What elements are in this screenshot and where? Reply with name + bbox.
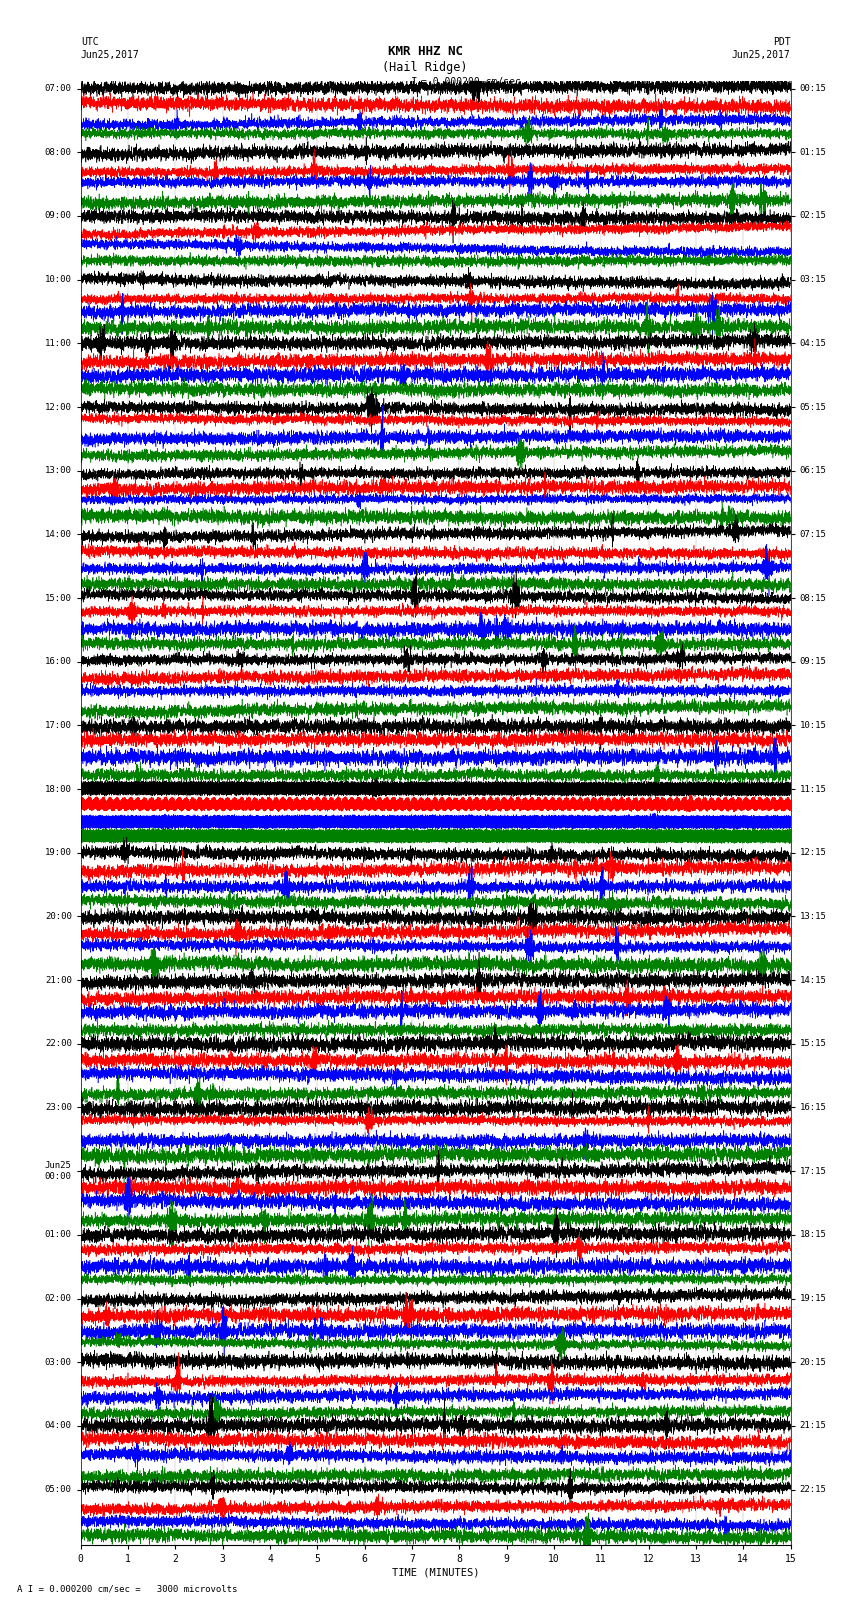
Text: Jun25,2017: Jun25,2017 <box>81 50 139 60</box>
X-axis label: TIME (MINUTES): TIME (MINUTES) <box>392 1568 479 1578</box>
Text: PDT: PDT <box>773 37 790 47</box>
Text: UTC: UTC <box>81 37 99 47</box>
Text: Jun25,2017: Jun25,2017 <box>732 50 791 60</box>
Text: A I = 0.000200 cm/sec =   3000 microvolts: A I = 0.000200 cm/sec = 3000 microvolts <box>17 1584 237 1594</box>
Text: I: I <box>411 77 417 87</box>
Text: = 0.000200 cm/sec: = 0.000200 cm/sec <box>421 77 520 87</box>
Text: (Hail Ridge): (Hail Ridge) <box>382 61 468 74</box>
Text: KMR HHZ NC: KMR HHZ NC <box>388 45 462 58</box>
